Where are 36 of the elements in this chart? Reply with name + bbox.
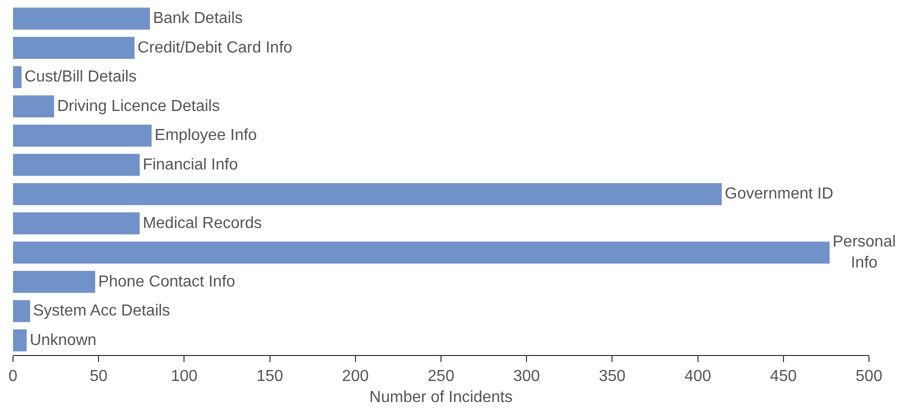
y-tick-label: Financial Info	[142, 156, 238, 174]
y-tick-label: Credit/Debit Card Info	[138, 39, 292, 56]
y-tick-label: Personal Info	[832, 234, 896, 272]
x-tick-label: 350	[598, 368, 626, 386]
bar	[13, 212, 140, 234]
x-tick-label: 200	[342, 368, 369, 386]
bar	[13, 124, 152, 147]
bar	[13, 95, 54, 118]
bar	[13, 8, 150, 30]
y-tick-label: Government ID	[724, 186, 834, 203]
x-tick-label: 500	[856, 368, 882, 386]
y-tick-label: Unknown	[30, 332, 96, 349]
x-tick-label: 0	[8, 368, 18, 386]
x-tick-label: 300	[513, 368, 540, 386]
bar	[13, 154, 140, 176]
x-tick-label: 400	[684, 368, 712, 386]
bar	[13, 329, 27, 352]
x-tick-label: 250	[428, 368, 454, 386]
y-tick-label: Employee Info	[154, 127, 258, 144]
y-tick-label: Medical Records	[142, 214, 262, 232]
bar	[13, 36, 135, 59]
bar	[13, 270, 96, 293]
x-tick-label: 450	[770, 368, 797, 386]
y-tick-label: Phone Contact Info	[98, 273, 236, 290]
y-tick-label: Driving Licence Details	[57, 98, 220, 115]
x-tick-label: 100	[170, 368, 198, 386]
bar	[13, 66, 22, 88]
x-axis-title: Number of Incidents	[369, 388, 513, 406]
y-tick-label: System Acc Details	[33, 302, 170, 320]
y-tick-label: Bank Details	[152, 10, 243, 28]
bar	[13, 300, 30, 322]
x-tick-label: 50	[90, 368, 108, 386]
bar	[13, 183, 722, 206]
y-tick-label: Cust/Bill Details	[24, 68, 137, 86]
x-tick-label: 150	[256, 368, 284, 386]
bar	[13, 242, 830, 264]
